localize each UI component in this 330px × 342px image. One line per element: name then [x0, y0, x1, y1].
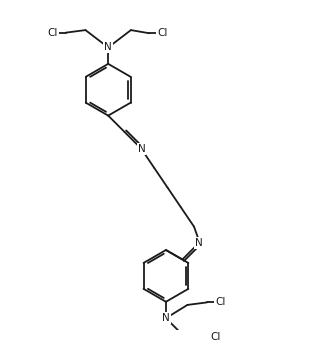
Text: Cl: Cl: [210, 332, 220, 342]
Text: N: N: [195, 238, 203, 248]
Text: N: N: [162, 313, 170, 323]
Text: N: N: [138, 144, 146, 154]
Text: Cl: Cl: [157, 28, 168, 38]
Text: N: N: [104, 42, 112, 52]
Text: Cl: Cl: [215, 298, 225, 307]
Text: Cl: Cl: [48, 28, 58, 38]
